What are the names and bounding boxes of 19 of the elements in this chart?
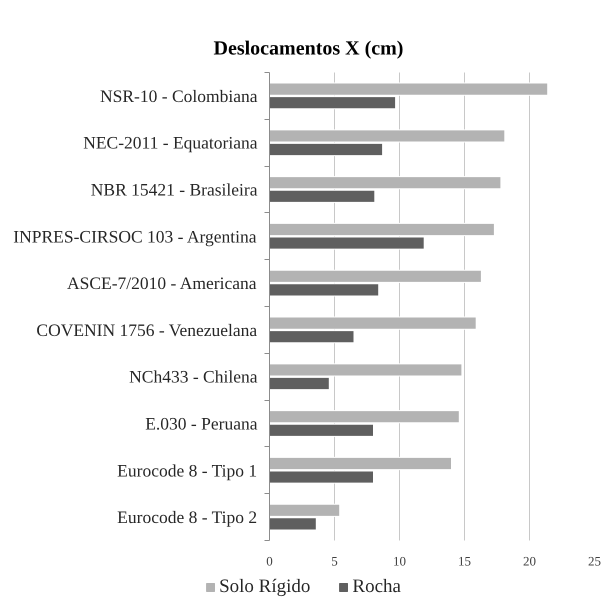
legend-label: Rocha [352,576,401,598]
y-tick-label: ASCE-7/2010 - Americana [66,273,257,294]
y-tick-label: INPRES-CIRSOC 103 - Argentina [13,226,257,246]
y-tick-label: NBR 15421 - Brasileira [90,180,258,200]
x-tick-label: 10 [393,554,406,568]
y-tick-label: COVENIN 1756 - Venezuelana [36,320,258,340]
y-tick-label: Eurocode 8 - Tipo 1 [117,460,258,480]
x-tick-label: 25 [588,554,601,568]
y-tick-label: E.030 - Peruana [145,414,258,434]
x-tick-label: 5 [331,554,338,568]
y-tick-label: NEC-2011 - Equatoriana [83,132,258,153]
x-tick-label: 15 [458,554,471,568]
y-tick-label: NSR-10 - Colombiana [100,86,258,106]
y-tick-label: Eurocode 8 - Tipo 2 [117,507,258,528]
x-tick-label: 0 [266,554,273,568]
y-tick-label: NCh433 - Chilena [129,366,258,387]
legend-label: Solo Rígido [219,576,310,598]
chart-title: Deslocamentos X (cm) [214,38,404,60]
x-tick-label: 20 [523,554,536,568]
